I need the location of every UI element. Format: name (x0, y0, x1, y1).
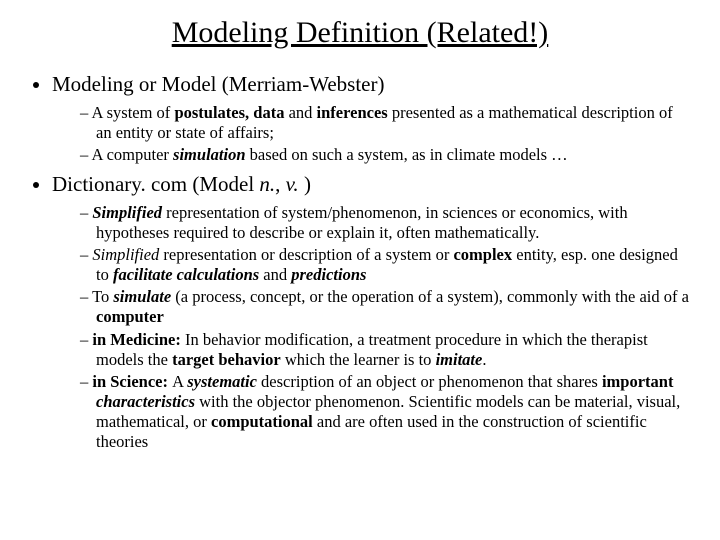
dict-suffix: ) (299, 172, 311, 196)
t: predictions (291, 265, 366, 284)
t: in Medicine: (92, 330, 185, 349)
t: which the learner is to (281, 350, 436, 369)
t: (a process, concept, or the operation of… (171, 287, 689, 306)
mw-item-1: A system of postulates, data and inferen… (80, 103, 692, 143)
slide-title: Modeling Definition (Related!) (28, 16, 692, 50)
t: systematic (187, 372, 257, 391)
t: simulation (173, 145, 245, 164)
dictionary-sublist: Simplified representation of system/phen… (52, 203, 692, 453)
mw-item-2: A computer simulation based on such a sy… (80, 145, 692, 165)
bullet-merriam: Modeling or Model (Merriam-Webster) A sy… (52, 72, 692, 166)
t: representation or description of a syste… (159, 245, 453, 264)
t: simulate (113, 287, 171, 306)
merriam-sublist: A system of postulates, data and inferen… (52, 103, 692, 165)
t: Simplified (92, 245, 159, 264)
t: Simplified (92, 203, 162, 222)
top-list: Modeling or Model (Merriam-Webster) A sy… (28, 72, 692, 452)
t: representation of system/phenomenon, in … (96, 203, 628, 242)
t: postulates, data (174, 103, 288, 122)
bullet-dictionary: Dictionary. com (Model n., v. ) Simplifi… (52, 172, 692, 453)
dict-v: v. (286, 172, 299, 196)
dc-item-1: Simplified representation of system/phen… (80, 203, 692, 243)
t: A computer (91, 145, 173, 164)
t: and (263, 265, 291, 284)
dc-item-5: in Science: A systematic description of … (80, 372, 692, 453)
t: imitate (436, 350, 483, 369)
t: . (482, 350, 486, 369)
t: facilitate calculations (113, 265, 263, 284)
t: and (289, 103, 317, 122)
dict-prefix: Dictionary. com (Model (52, 172, 259, 196)
t: target behavior (172, 350, 281, 369)
dict-n: n. (259, 172, 275, 196)
t: in Science: (92, 372, 172, 391)
t: A system of (91, 103, 174, 122)
dc-item-4: in Medicine: In behavior modification, a… (80, 330, 692, 370)
t: characteristics (96, 392, 195, 411)
dc-item-3: To simulate (a process, concept, or the … (80, 287, 692, 327)
bullet-merriam-label: Modeling or Model (Merriam-Webster) (52, 72, 384, 96)
t: To (92, 287, 113, 306)
t: important (602, 372, 674, 391)
t: inferences (317, 103, 392, 122)
t: A (172, 372, 187, 391)
dict-sep: , (275, 172, 286, 196)
t: description of an object or phenomenon t… (257, 372, 602, 391)
dc-item-2: Simplified representation or description… (80, 245, 692, 285)
t: based on such a system, as in climate mo… (246, 145, 568, 164)
t: computational (211, 412, 317, 431)
t: computer (96, 307, 164, 326)
t: complex (453, 245, 516, 264)
